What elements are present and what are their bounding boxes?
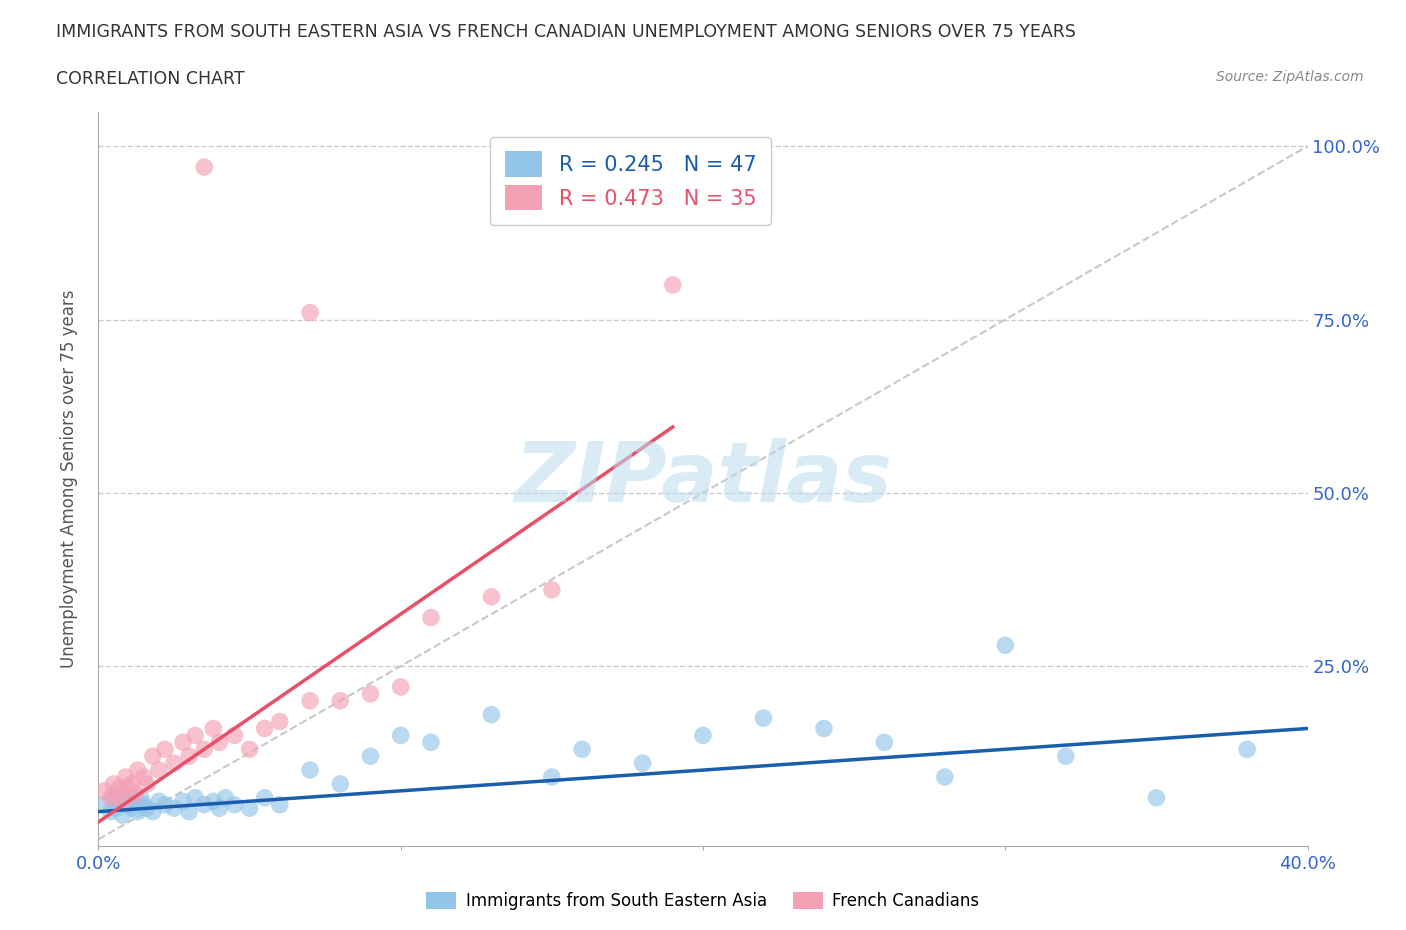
Point: [111, 794, 134, 809]
Point: [540, 582, 562, 597]
Point: [692, 728, 714, 743]
Point: [93, 797, 115, 812]
Point: [127, 804, 149, 819]
Point: [184, 728, 207, 743]
Text: CORRELATION CHART: CORRELATION CHART: [56, 70, 245, 87]
Point: [420, 735, 443, 750]
Point: [193, 160, 215, 175]
Point: [172, 735, 194, 750]
Point: [184, 790, 207, 805]
Point: [148, 794, 170, 809]
Point: [108, 780, 131, 795]
Point: [631, 756, 654, 771]
Point: [214, 790, 236, 805]
Point: [100, 804, 122, 819]
Point: [420, 610, 443, 625]
Point: [105, 801, 128, 816]
Point: [124, 787, 146, 802]
Point: [540, 769, 562, 784]
Text: IMMIGRANTS FROM SOUTH EASTERN ASIA VS FRENCH CANADIAN UNEMPLOYMENT AMONG SENIORS: IMMIGRANTS FROM SOUTH EASTERN ASIA VS FR…: [56, 23, 1076, 41]
Point: [253, 721, 276, 736]
Point: [121, 777, 143, 791]
Point: [105, 787, 128, 802]
Point: [752, 711, 775, 725]
Point: [1144, 790, 1167, 805]
Point: [153, 797, 176, 812]
Point: [142, 749, 165, 764]
Legend: R = 0.245   N = 47, R = 0.473   N = 35: R = 0.245 N = 47, R = 0.473 N = 35: [489, 137, 770, 225]
Point: [481, 590, 503, 604]
Point: [224, 728, 246, 743]
Point: [135, 801, 157, 816]
Point: [124, 794, 146, 809]
Point: [179, 749, 201, 764]
Point: [389, 728, 412, 743]
Point: [224, 797, 246, 812]
Point: [389, 680, 412, 695]
Point: [239, 742, 262, 757]
Point: [202, 721, 225, 736]
Point: [269, 714, 291, 729]
Point: [179, 804, 201, 819]
Point: [571, 742, 593, 757]
Point: [148, 763, 170, 777]
Point: [118, 797, 141, 812]
Point: [299, 305, 322, 320]
Point: [108, 794, 131, 809]
Y-axis label: Unemployment Among Seniors over 75 years: Unemployment Among Seniors over 75 years: [59, 290, 77, 668]
Point: [360, 686, 382, 701]
Point: [193, 742, 215, 757]
Point: [661, 277, 683, 292]
Point: [121, 801, 143, 816]
Point: [329, 777, 352, 791]
Point: [100, 790, 122, 805]
Point: [93, 783, 115, 798]
Point: [1236, 742, 1258, 757]
Point: [135, 777, 157, 791]
Point: [873, 735, 896, 750]
Point: [142, 804, 165, 819]
Point: [163, 801, 186, 816]
Point: [163, 756, 186, 771]
Point: [193, 797, 215, 812]
Point: [253, 790, 276, 805]
Point: [994, 638, 1017, 653]
Point: [172, 794, 194, 809]
Point: [114, 787, 136, 802]
Point: [132, 797, 155, 812]
Point: [934, 769, 956, 784]
Point: [1054, 749, 1077, 764]
Point: [329, 693, 352, 708]
Point: [111, 807, 134, 822]
Point: [299, 763, 322, 777]
Point: [239, 801, 262, 816]
Point: [208, 735, 231, 750]
Point: [129, 790, 152, 805]
Point: [481, 707, 503, 722]
Legend: Immigrants from South Eastern Asia, French Canadians: Immigrants from South Eastern Asia, Fren…: [420, 885, 986, 917]
Point: [127, 763, 149, 777]
Point: [208, 801, 231, 816]
Point: [114, 769, 136, 784]
Point: [360, 749, 382, 764]
Text: Source: ZipAtlas.com: Source: ZipAtlas.com: [1216, 70, 1364, 84]
Point: [813, 721, 835, 736]
Point: [153, 742, 176, 757]
Point: [103, 790, 125, 805]
Point: [299, 693, 322, 708]
Point: [202, 794, 225, 809]
Point: [118, 780, 141, 795]
Point: [269, 797, 291, 812]
Point: [103, 777, 125, 791]
Text: ZIPatlas: ZIPatlas: [515, 438, 891, 520]
Point: [132, 769, 155, 784]
